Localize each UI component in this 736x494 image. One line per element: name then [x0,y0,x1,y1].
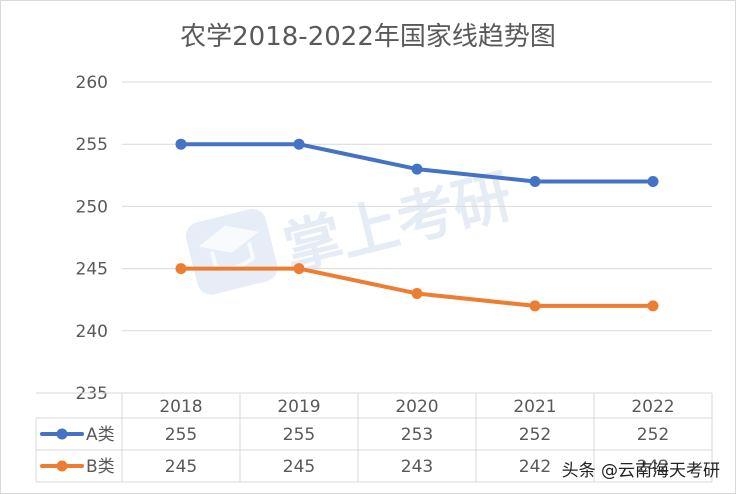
data-point [293,138,305,150]
table-cell-value: 245 [165,457,197,477]
y-tick-label: 260 [76,73,108,93]
data-point [529,300,541,312]
x-category-label: 2018 [159,397,202,417]
data-point [175,263,187,275]
table-cell-value: 242 [519,457,551,477]
watermark-text: 掌上考研 [277,161,519,283]
y-tick-label: 235 [76,384,108,404]
y-tick-label: 240 [76,322,108,342]
data-point [411,287,423,299]
data-table: 2018 2019 2020 2021 2022 A类 255 255 253 252 252 B类 2… [35,392,713,483]
table-cell-value: 255 [165,425,197,445]
table-cell-value: 245 [283,457,315,477]
table-cell-value: 252 [637,425,669,445]
legend-label: A类 [86,425,115,445]
table-cell-value: 243 [401,457,433,477]
x-category-label: 2021 [513,397,556,417]
table-cell-value: 255 [283,425,315,445]
watermark: 掌上考研 [185,161,519,295]
y-tick-label: 250 [76,197,108,217]
data-point [411,163,423,175]
table-cell-value: 242 [637,457,669,477]
data-point [647,300,659,312]
legend-marker-b [56,460,68,472]
series-lines [175,138,659,312]
data-point [293,263,305,275]
chart-title: 农学2018-2022年国家线趋势图 [180,22,556,52]
source-credit: 头条 @云南海天考研 [562,461,720,481]
data-point [175,138,187,150]
x-category-label: 2020 [395,397,438,417]
y-tick-label: 255 [76,135,108,155]
data-point [647,176,659,188]
table-cell-value: 252 [519,425,551,445]
watermark-logo-icon [185,208,278,295]
legend-marker-a [56,428,68,440]
series-line-a [179,142,655,184]
table-cell-value: 253 [401,425,433,445]
y-tick-label: 245 [76,260,108,280]
x-category-label: 2022 [631,397,674,417]
y-axis-ticks: 235 240 245 250 255 260 [76,73,108,404]
x-category-label: 2019 [277,397,320,417]
legend-label: B类 [86,457,115,477]
data-point [529,176,541,188]
